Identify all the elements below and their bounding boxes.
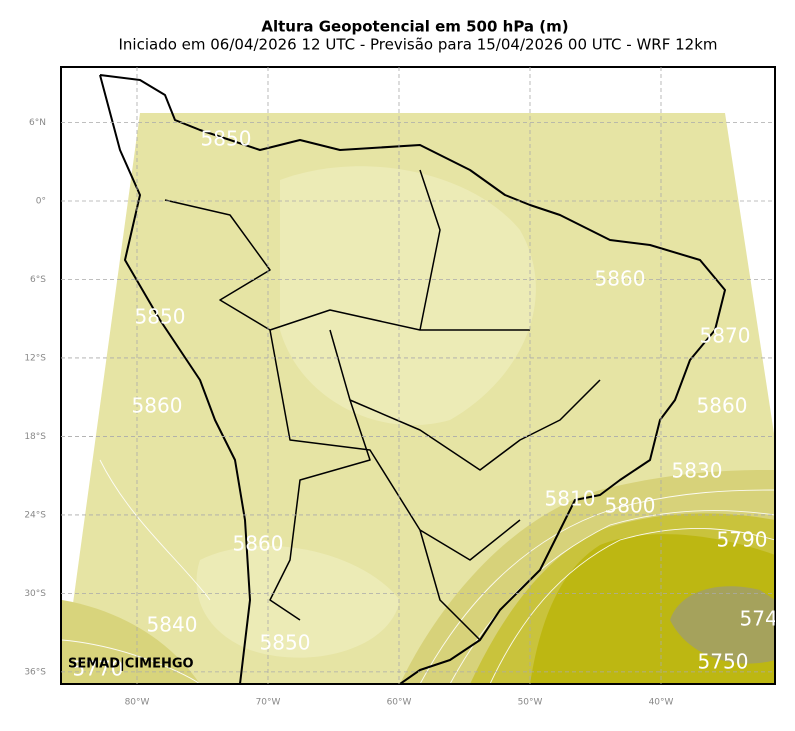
contour-label: 5800 — [605, 494, 656, 518]
lon-label: 40°W — [649, 698, 674, 708]
lat-label: 18°S — [24, 432, 46, 442]
contour-label: 5850 — [135, 305, 186, 329]
lat-label: 6°S — [30, 275, 46, 285]
contour-label: 5810 — [545, 487, 596, 511]
field-low — [670, 586, 775, 664]
contour-label: 5870 — [700, 324, 751, 348]
map-area — [61, 67, 775, 684]
map-frame — [60, 66, 776, 685]
contour-label: 5740 — [740, 607, 791, 631]
lon-label: 70°W — [256, 698, 281, 708]
field-light — [280, 166, 536, 426]
lat-label: 24°S — [24, 510, 46, 520]
lon-label: 50°W — [518, 698, 543, 708]
contour-label: 5860 — [132, 394, 183, 418]
contour-label: 5750 — [698, 650, 749, 674]
lat-label: 0° — [36, 197, 46, 207]
contour-label: 5770 — [73, 657, 124, 681]
lat-label: 12°S — [24, 353, 46, 363]
contour-label: 5860 — [233, 532, 284, 556]
contour-label: 5860 — [697, 394, 748, 418]
lon-label: 80°W — [125, 698, 150, 708]
title: Altura Geopotencial em 500 hPa (m) — [261, 18, 568, 36]
contour-label: 5790 — [717, 528, 768, 552]
lat-label: 6°N — [29, 118, 46, 128]
subtitle: Iniciado em 06/04/2026 12 UTC - Previsão… — [118, 36, 717, 54]
field-mid — [62, 600, 200, 684]
contour-label: 5860 — [595, 267, 646, 291]
contour-label: 5850 — [201, 127, 252, 151]
contour-label: 5830 — [672, 459, 723, 483]
lon-label: 60°W — [387, 698, 412, 708]
contour-label: 5850 — [260, 631, 311, 655]
contour-label: 5840 — [147, 613, 198, 637]
credit: SEMAD|CIMEHGO — [68, 657, 194, 672]
lat-label: 30°S — [24, 589, 46, 599]
lat-label: 36°S — [24, 667, 46, 677]
